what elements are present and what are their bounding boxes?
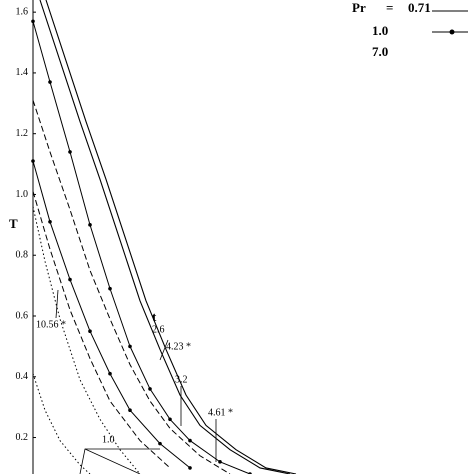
y-tick-label: 1.4 [16, 67, 29, 78]
curve-marker [188, 438, 192, 443]
curve [32, 206, 141, 474]
y-tick-label: 1.6 [16, 6, 29, 17]
curve [45, 0, 297, 474]
legend-label: 1.0 [372, 23, 388, 38]
curve [32, 160, 191, 469]
curve-marker [218, 460, 222, 464]
legend-sample [449, 29, 455, 35]
annotation: 3.2 [175, 374, 188, 385]
curve-marker [88, 329, 92, 333]
leader-lines [55, 289, 217, 474]
curve-marker [128, 344, 132, 349]
curve-marker [108, 371, 112, 376]
curve-marker [68, 277, 72, 282]
curve [32, 373, 91, 474]
y-tick-label: 0.4 [16, 371, 29, 382]
legend-label: 7.0 [372, 44, 388, 59]
annotation: t [152, 309, 157, 324]
y-tick-label: 0.6 [16, 310, 29, 321]
annotation: 4.61 * [208, 407, 233, 418]
curve-marker [168, 417, 172, 422]
curve-marker [158, 441, 162, 446]
y-tick-label: 1.2 [16, 128, 29, 139]
annotation: 4.23 * [166, 341, 191, 352]
leader [159, 339, 169, 361]
y-axis-label: T [9, 216, 18, 231]
curve-marker [188, 466, 192, 470]
curve-marker [31, 19, 35, 24]
y-tick-label: 1.0 [16, 189, 29, 200]
legend-label: 0.71 [408, 0, 431, 15]
curve-marker [148, 387, 152, 391]
legend-sign: = [386, 0, 393, 15]
leader [55, 289, 59, 319]
curve-marker [48, 80, 52, 84]
curve [39, 0, 291, 474]
curve-marker [68, 150, 72, 154]
curve-marker [128, 408, 132, 412]
y-tick-label: 0.2 [16, 432, 29, 443]
y-tick-label: 0.8 [16, 250, 29, 261]
annotation: 10.56 * [36, 319, 66, 330]
curve [32, 191, 171, 469]
annotation: 1.0 [102, 434, 115, 445]
curve-marker [108, 286, 112, 291]
leader [84, 448, 141, 474]
legend-title: Pr [352, 0, 366, 15]
curve-marker [48, 220, 52, 224]
curve [32, 100, 231, 474]
curve-marker [31, 159, 35, 163]
curve-marker [88, 223, 92, 227]
